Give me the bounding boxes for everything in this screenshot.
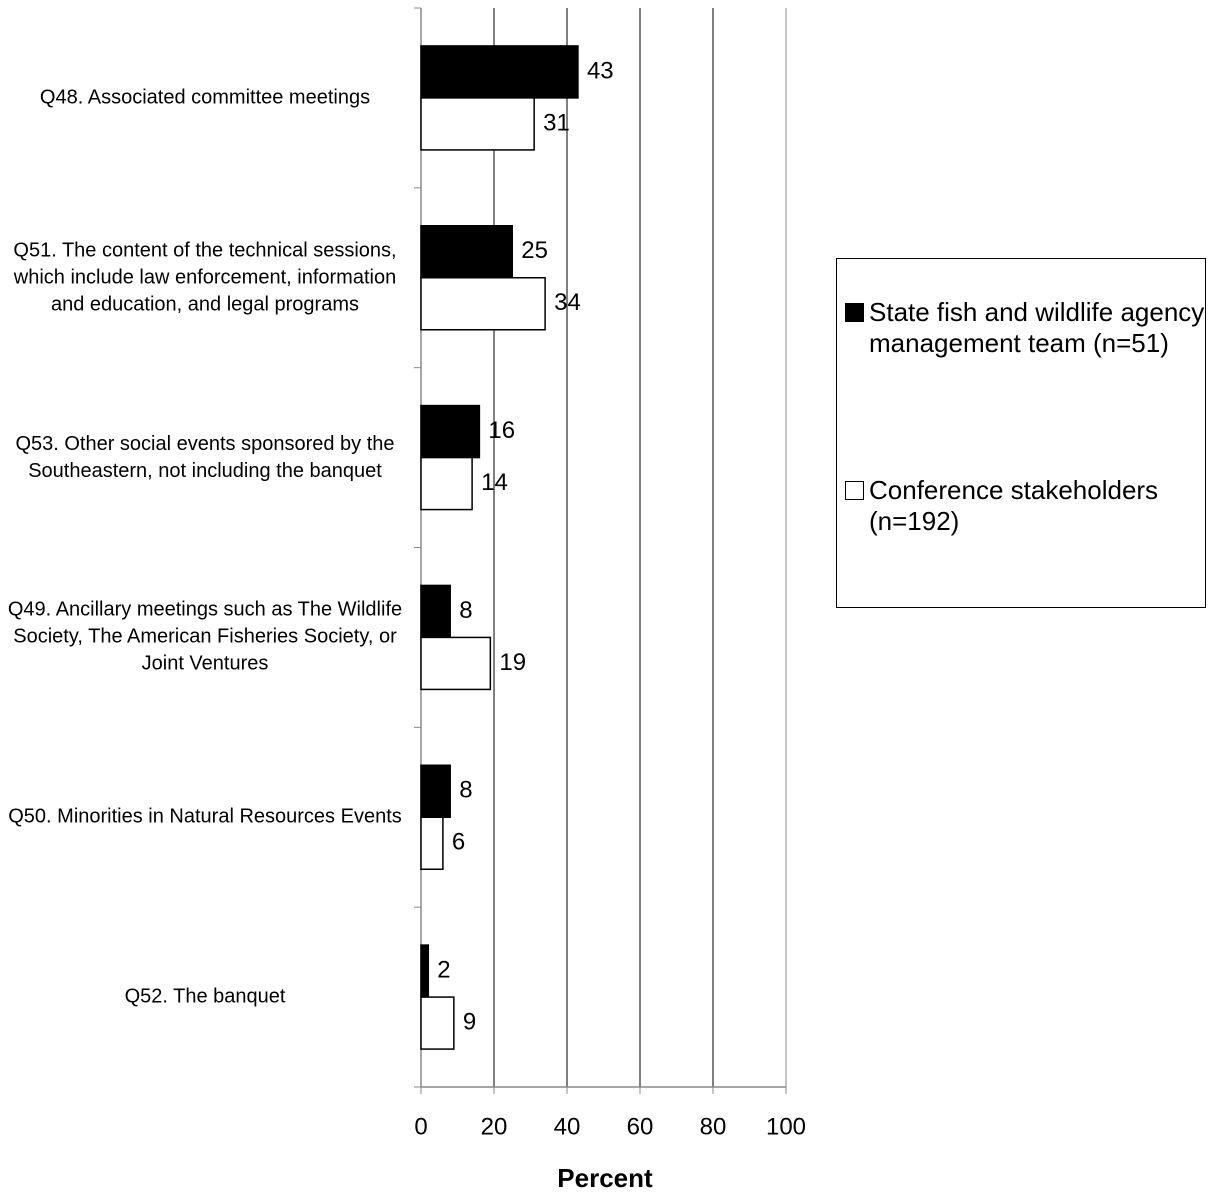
- data-label: 31: [543, 109, 570, 136]
- y-tick-label: Q50. Minorities in Natural Resources Eve…: [8, 805, 402, 828]
- bar: [420, 404, 481, 459]
- data-label: 34: [554, 289, 581, 316]
- bar: [420, 764, 451, 818]
- bar: [420, 225, 513, 279]
- data-label: 19: [499, 649, 526, 676]
- bar: [420, 636, 492, 691]
- y-tick-label: Q49. Ancillary meetings such as The Wild…: [7, 598, 403, 675]
- legend-item: State fish and wildlife agency managemen…: [845, 297, 1205, 359]
- x-tick-label: 20: [481, 1113, 508, 1140]
- bar: [420, 97, 535, 151]
- legend-label: State fish and wildlife agency managemen…: [869, 297, 1205, 358]
- bar: [420, 996, 455, 1050]
- y-tick-label: Q51. The content of the technical sessio…: [13, 239, 397, 316]
- data-label: 14: [481, 469, 508, 496]
- x-axis-title: Percent: [557, 1163, 653, 1192]
- y-tick-label: Q53. Other social events sponsored by th…: [15, 432, 395, 482]
- data-label: 16: [488, 417, 515, 444]
- x-tick-label: 60: [627, 1113, 654, 1140]
- x-tick-label: 80: [700, 1113, 727, 1140]
- data-label: 8: [459, 777, 472, 804]
- legend-swatch: [845, 481, 864, 500]
- data-label: 6: [452, 829, 465, 856]
- bar: [420, 277, 546, 331]
- x-tick-label: 40: [554, 1113, 581, 1140]
- data-label: 9: [463, 1008, 476, 1035]
- bar: [420, 584, 451, 639]
- x-tick-label: 100: [766, 1113, 806, 1140]
- y-tick-label: Q48. Associated committee meetings: [39, 86, 371, 109]
- bar: [420, 45, 579, 99]
- legend: State fish and wildlife agency managemen…: [836, 258, 1206, 608]
- legend-item: Conference stakeholders (n=192): [845, 475, 1205, 537]
- bar: [420, 456, 473, 511]
- bar: [420, 816, 444, 870]
- x-tick-label: 0: [414, 1113, 427, 1140]
- data-label: 8: [459, 597, 472, 624]
- legend-label: Conference stakeholders (n=192): [869, 475, 1159, 536]
- y-tick-label: Q52. The banquet: [124, 985, 286, 1008]
- bar: [420, 944, 430, 998]
- legend-swatch: [845, 303, 864, 322]
- data-label: 2: [437, 956, 450, 983]
- data-label: 25: [521, 237, 548, 264]
- data-label: 43: [587, 57, 614, 84]
